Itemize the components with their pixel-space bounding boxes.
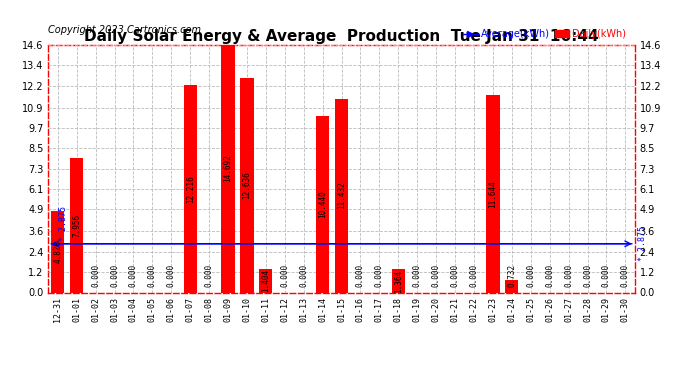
Text: 0.000: 0.000 [356, 264, 365, 287]
Text: 0.000: 0.000 [451, 264, 460, 287]
Bar [259, 269, 273, 292]
Text: 0.000: 0.000 [280, 264, 289, 287]
Text: 12.636: 12.636 [242, 171, 251, 199]
Text: 0.000: 0.000 [375, 264, 384, 287]
Text: 1.404: 1.404 [262, 269, 270, 292]
Text: 11.432: 11.432 [337, 182, 346, 210]
Text: 0.000: 0.000 [129, 264, 138, 287]
Bar [70, 158, 83, 292]
Text: 0.000: 0.000 [299, 264, 308, 287]
Text: 0.000: 0.000 [564, 264, 573, 287]
Text: 0.000: 0.000 [413, 264, 422, 287]
Text: 0.000: 0.000 [583, 264, 592, 287]
Text: 0.732: 0.732 [507, 264, 516, 287]
Text: 0.000: 0.000 [526, 264, 535, 287]
Text: 11.644: 11.644 [489, 180, 497, 208]
Text: 0.000: 0.000 [469, 264, 478, 287]
Text: 0.000: 0.000 [167, 264, 176, 287]
Text: 0.000: 0.000 [602, 264, 611, 287]
Text: 0.000: 0.000 [110, 264, 119, 287]
Text: 14.692: 14.692 [224, 154, 233, 182]
Bar [505, 280, 518, 292]
Bar [486, 95, 500, 292]
Text: 4.828: 4.828 [53, 240, 62, 263]
Bar [184, 86, 197, 292]
Text: 0.000: 0.000 [432, 264, 441, 287]
Text: 7.956: 7.956 [72, 213, 81, 237]
Text: 0.000: 0.000 [148, 264, 157, 287]
Bar [221, 44, 235, 292]
Text: * 2.875: * 2.875 [59, 206, 68, 241]
Bar [51, 211, 64, 292]
Title: Daily Solar Energy & Average  Production  Tue Jan 31  16:44: Daily Solar Energy & Average Production … [84, 29, 599, 44]
Text: 0.000: 0.000 [205, 264, 214, 287]
Bar [335, 99, 348, 292]
Text: Copyright 2023 Cartronics.com: Copyright 2023 Cartronics.com [48, 25, 201, 35]
Bar [316, 116, 329, 292]
Text: 0.000: 0.000 [91, 264, 100, 287]
Bar [240, 78, 254, 292]
Legend: Average(kWh), Daily(kWh): Average(kWh), Daily(kWh) [460, 25, 630, 43]
Text: 12.216: 12.216 [186, 175, 195, 203]
Text: 0.000: 0.000 [621, 264, 630, 287]
Bar [392, 269, 405, 292]
Text: * 2.875: * 2.875 [638, 226, 647, 261]
Text: 1.364: 1.364 [394, 269, 403, 292]
Text: 10.440: 10.440 [318, 190, 327, 218]
Text: 0.000: 0.000 [545, 264, 554, 287]
